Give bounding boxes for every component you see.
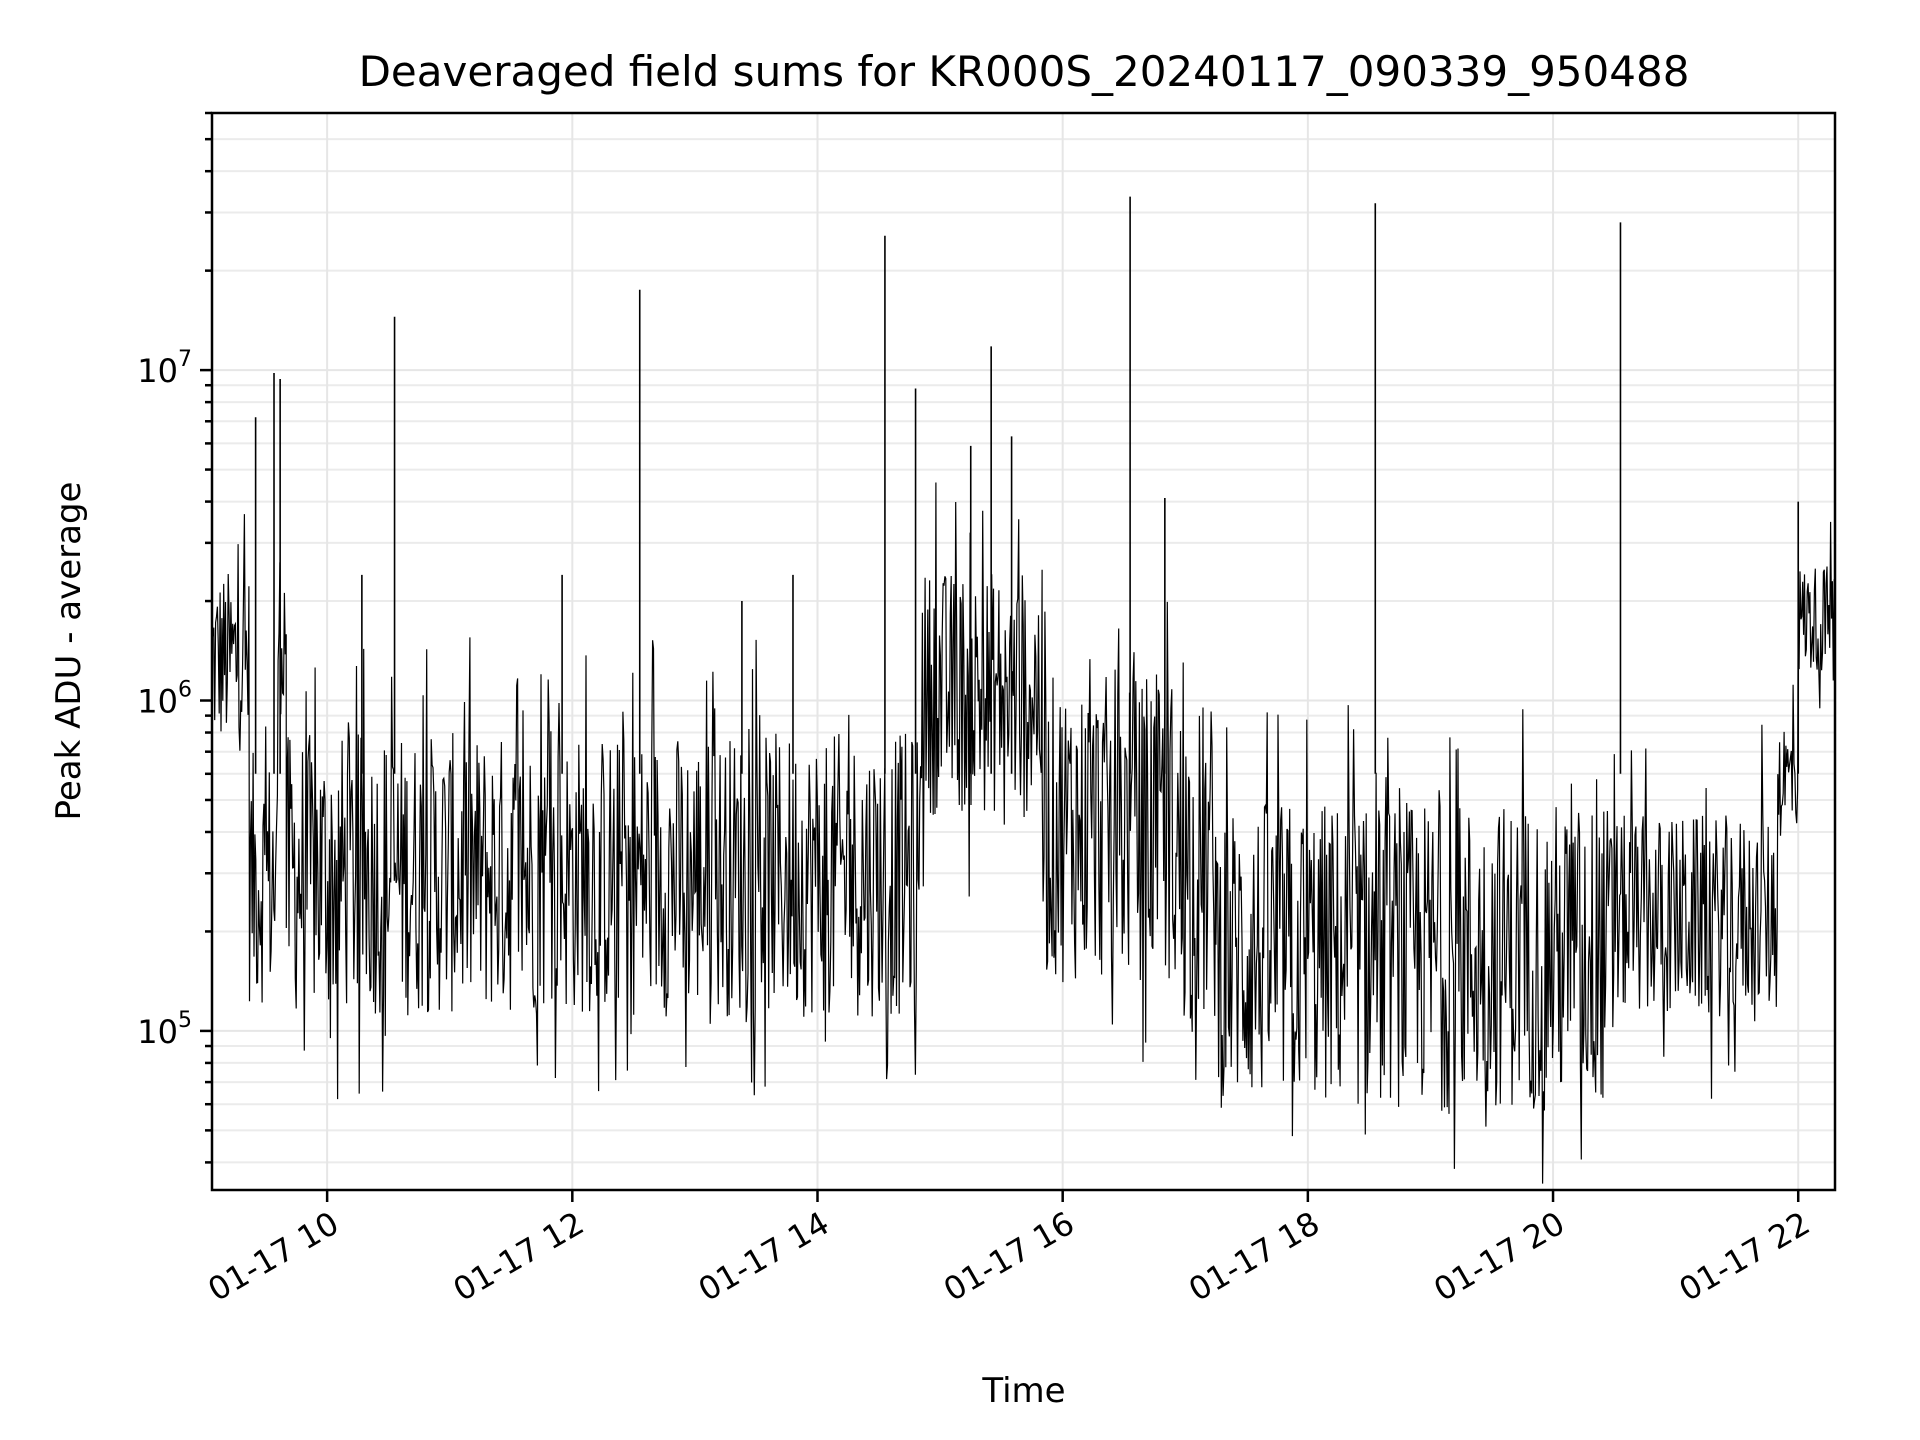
plot-frame xyxy=(210,111,1837,1192)
x-axis-label: Time xyxy=(981,1371,1065,1411)
series-group xyxy=(211,196,1835,1184)
chart-title: Deaveraged field sums for KR000S_2024011… xyxy=(359,47,1690,96)
series-line xyxy=(211,482,1835,1184)
y-axis-label: Peak ADU - average xyxy=(49,482,89,821)
